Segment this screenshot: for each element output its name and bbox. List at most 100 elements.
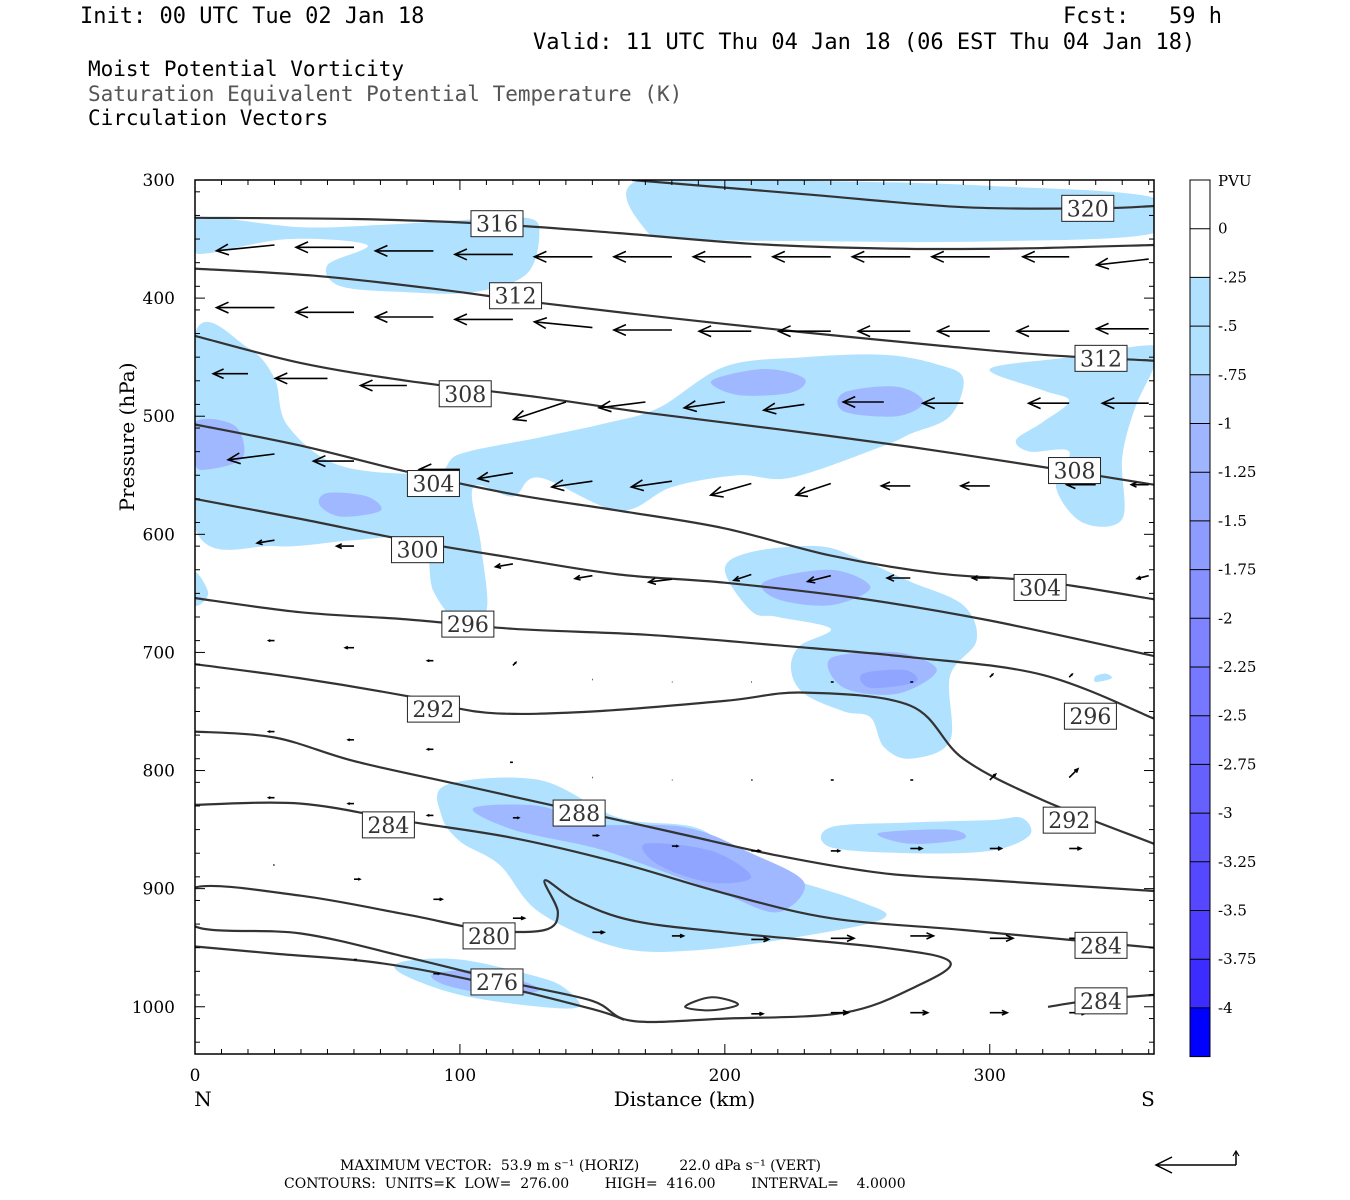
colorbar-swatch (1190, 910, 1210, 960)
circulation-vector (266, 639, 275, 643)
circulation-vector (373, 244, 434, 258)
y-tick-label: 300 (143, 171, 175, 191)
contour-label: 320 (1061, 194, 1115, 222)
circulation-vector (691, 250, 752, 263)
circulation-vector (334, 543, 354, 550)
pv-shade-region (860, 669, 918, 689)
colorbar-label: -2.25 (1218, 658, 1256, 676)
colorbar-label: -.75 (1218, 366, 1247, 384)
svg-text:296: 296 (1069, 705, 1111, 730)
circulation-vector (989, 672, 995, 678)
colorbar-label: -3.75 (1218, 950, 1256, 968)
circulation-vector (266, 730, 275, 734)
circulation-vector (989, 772, 997, 781)
pv-shade-region (989, 345, 1154, 527)
y-tick-label: 900 (143, 880, 175, 900)
colorbar-swatch (1190, 959, 1210, 1008)
pv-shade-region (318, 492, 382, 517)
svg-text:300: 300 (397, 539, 439, 564)
colorbar-swatch (1190, 326, 1210, 375)
contour-label: 296 (441, 610, 495, 638)
footer-max-vector: MAXIMUM VECTOR: 53.9 m s⁻¹ (HORIZ) 22.0 … (340, 1158, 822, 1174)
svg-text:284: 284 (1080, 934, 1122, 959)
circulation-vector (671, 844, 680, 848)
circulation-vector (879, 481, 911, 491)
y-tick-label: 1000 (132, 998, 175, 1018)
contour-label: 308 (1048, 457, 1102, 485)
svg-text:292: 292 (412, 698, 454, 723)
colorbar-swatch (1190, 228, 1210, 278)
circulation-vector (346, 738, 354, 742)
colorbar-swatch (1190, 861, 1210, 911)
circulation-vector (958, 481, 990, 491)
colorbar-label: -2.75 (1218, 755, 1256, 773)
circulation-vector (830, 934, 856, 943)
contour-label: 308 (438, 380, 492, 408)
circulation-vector (294, 306, 354, 319)
svg-text:312: 312 (495, 285, 537, 310)
circulation-vector (532, 250, 593, 263)
pv-shade-region (1094, 673, 1113, 683)
circulation-vector (850, 250, 911, 263)
contour-line (195, 945, 625, 1021)
colorbar-swatch (1190, 180, 1210, 229)
svg-text:276: 276 (476, 971, 518, 996)
circulation-vector (294, 241, 354, 254)
title-mpv: Moist Potential Vorticity (88, 57, 405, 81)
colorbar-swatch (1190, 618, 1210, 667)
svg-text:308: 308 (1054, 460, 1096, 485)
circulation-vector (512, 661, 518, 666)
title-vectors: Circulation Vectors (88, 106, 329, 130)
colorbar-swatch (1190, 374, 1210, 424)
circulation-vector (266, 796, 275, 800)
circulation-vector (425, 747, 434, 751)
x-tick-label: 0 (190, 1066, 201, 1086)
circulation-vector (476, 471, 514, 483)
colorbar-swatch (1190, 569, 1210, 619)
circulation-vector (830, 848, 842, 853)
circulation-vector (511, 401, 567, 422)
circulation-vector (433, 897, 445, 902)
svg-text:308: 308 (444, 383, 486, 408)
circulation-vector (970, 574, 990, 582)
valid-time: Valid: 11 UTC Thu 04 Jan 18 (06 EST Thu … (533, 30, 1196, 55)
circulation-vector (425, 813, 434, 817)
circulation-vector (1094, 257, 1149, 270)
circulation-vector (512, 915, 527, 921)
colorbar-label: -3.25 (1218, 853, 1256, 871)
contour-line (195, 334, 1154, 486)
circulation-vector (573, 574, 593, 581)
pv-shade-region (472, 804, 805, 913)
circulation-vector (611, 250, 672, 263)
pv-shade-region (626, 180, 1154, 243)
contour-label: 284 (1074, 931, 1128, 959)
circulation-vector (358, 379, 407, 392)
circulation-vector (708, 482, 752, 498)
reference-vector (1154, 1149, 1240, 1174)
colorbar-label: -2 (1218, 609, 1233, 627)
circulation-vector (273, 372, 328, 385)
svg-text:304: 304 (412, 473, 454, 498)
circulation-vector (989, 934, 1015, 943)
y-axis-label: Pressure (hPa) (115, 363, 139, 512)
svg-text:312: 312 (1080, 347, 1122, 372)
title-thetae: Saturation Equivalent Potential Temperat… (88, 82, 683, 106)
pv-shade-region (195, 217, 540, 294)
svg-text:304: 304 (1019, 576, 1061, 601)
contour-line (195, 267, 1154, 362)
y-tick-label: 600 (143, 525, 175, 545)
contour-label: 304 (1013, 573, 1067, 601)
x-axis-label: Distance (km) (614, 1087, 756, 1111)
colorbar-label: -.5 (1218, 317, 1237, 335)
colorbar-swatch (1190, 764, 1210, 814)
colorbar-label: -3.5 (1218, 902, 1247, 920)
pv-shade-region (877, 829, 967, 844)
circulation-vector (856, 325, 911, 338)
circulation-vector (1015, 325, 1070, 338)
contour-line (195, 801, 1154, 949)
y-tick-label: 800 (143, 762, 175, 782)
south-end-label: S (1141, 1087, 1155, 1111)
circulation-vector (549, 479, 593, 492)
svg-text:296: 296 (447, 613, 489, 638)
